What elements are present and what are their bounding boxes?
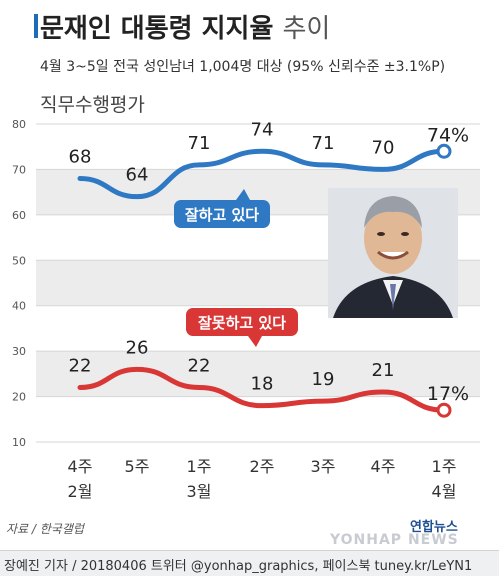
series-line-1	[77, 366, 447, 413]
callout-0: 잘하고 있다	[174, 189, 270, 228]
title-text: 문재인 대통령 지지율	[40, 14, 274, 44]
data-label: 22	[69, 355, 92, 376]
callout-box	[174, 200, 270, 228]
grid-band	[36, 351, 480, 397]
data-label: 22	[188, 355, 211, 376]
x-tick-week: 1주	[432, 457, 457, 476]
credit-bar	[0, 550, 499, 576]
x-tick-week: 5주	[125, 457, 150, 476]
y-tick-label: 80	[12, 118, 26, 131]
survey-subtitle: 4월 3~5일 전국 성인남녀 1,004명 대상 (95% 신뢰수준 ±3.1…	[40, 59, 446, 75]
data-label: 19	[312, 369, 335, 390]
credit-line: 장예진 기자 / 20180406 트위터 @yonhap_graphics, …	[4, 559, 473, 574]
data-labels: 68 64 71 74 71 70 74% 22 26 22 18 19 21 17%	[69, 119, 470, 405]
title-accent-bar	[34, 14, 38, 38]
page-title: 문재인 대통령 지지율 추이	[40, 8, 330, 45]
y-tick-label: 40	[12, 300, 26, 313]
y-tick-label: 30	[12, 345, 26, 358]
x-tick-week: 4주	[68, 457, 93, 476]
data-label: 68	[69, 147, 92, 168]
data-label: 74%	[427, 124, 469, 146]
data-label: 70	[372, 137, 395, 158]
y-tick-label: 20	[12, 391, 26, 404]
data-label: 71	[312, 133, 335, 154]
series-end-marker-1	[436, 402, 452, 418]
approval-line-chart: 10 20 30 40 50 60 70 80 4주 2월 5주 1주 3월 2주 3주 4주 1주 4월 68…	[12, 118, 480, 501]
x-axis-ticks: 4주 2월 5주 1주 3월 2주 3주 4주 1주 4월	[68, 457, 457, 501]
data-label: 21	[372, 360, 395, 381]
x-tick-month: 2월	[68, 482, 93, 501]
president-portrait	[328, 188, 458, 318]
x-tick-month: 4월	[432, 482, 457, 501]
x-tick-week: 3주	[311, 457, 336, 476]
agency-logo: 연합뉴스	[410, 520, 458, 535]
metric-label: 직무수행평가	[40, 94, 145, 116]
callout-1: 잘못하고 있다	[186, 308, 298, 347]
x-tick-week: 2주	[250, 457, 275, 476]
callout-tail	[236, 189, 250, 200]
y-tick-label: 10	[12, 436, 26, 449]
x-tick-month: 3월	[187, 482, 212, 501]
data-label: 18	[251, 374, 274, 395]
data-label: 17%	[427, 383, 469, 405]
y-tick-label: 50	[12, 254, 26, 267]
callout-tail	[248, 336, 262, 347]
y-tick-label: 60	[12, 209, 26, 222]
y-tick-label: 70	[12, 163, 26, 176]
series-end-marker-0	[436, 143, 452, 159]
callout-box	[186, 308, 298, 336]
source-note: 자료 / 한국갤럽	[6, 522, 84, 536]
x-tick-week: 1주	[187, 457, 212, 476]
callout-label: 잘하고 있다	[185, 206, 259, 224]
x-tick-week: 4주	[371, 457, 396, 476]
data-label: 74	[251, 119, 274, 140]
callout-label: 잘못하고 있다	[198, 314, 286, 332]
y-axis-ticks: 10 20 30 40 50 60 70 80	[12, 118, 26, 449]
watermark: YONHAP NEWS	[330, 532, 459, 548]
series-line-0	[77, 148, 447, 200]
data-label: 71	[188, 133, 211, 154]
data-label: 64	[126, 165, 149, 186]
series-lines	[77, 143, 452, 418]
title-suffix: 추이	[282, 14, 331, 44]
data-label: 26	[126, 337, 149, 358]
